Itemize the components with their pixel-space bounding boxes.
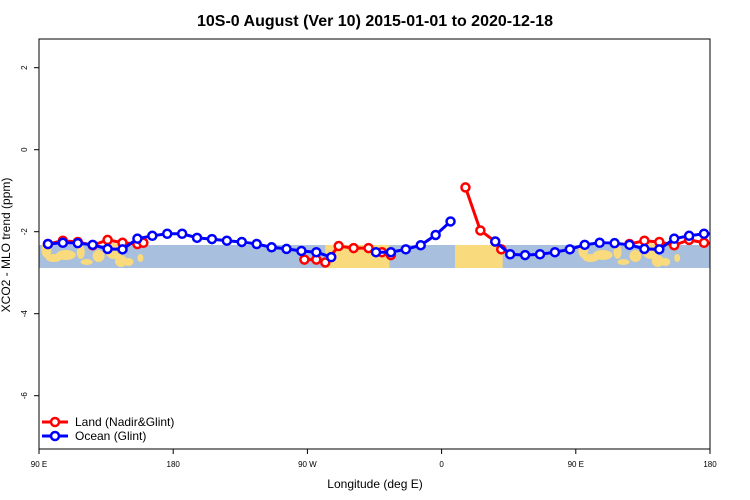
series-1-point-1-4 bbox=[430, 229, 441, 241]
series-1-point-0-10 bbox=[191, 232, 203, 244]
series-1-point-0-4 bbox=[102, 243, 113, 255]
y-tick-label-2: -2 bbox=[20, 228, 29, 236]
series-1-point-2-11 bbox=[654, 244, 665, 255]
series-1-point-0-18 bbox=[311, 246, 322, 258]
series-1-point-2-4 bbox=[549, 246, 561, 258]
series-0-point-1-0 bbox=[299, 254, 310, 265]
legend: Land (Nadir&Glint)Ocean (Glint) bbox=[42, 415, 174, 443]
land-africa bbox=[455, 245, 503, 268]
x-tick-label-3: 0 bbox=[439, 460, 444, 469]
series-1-point-2-10 bbox=[639, 243, 650, 255]
series-1-point-2-8 bbox=[609, 237, 620, 249]
series-1-point-0-12 bbox=[221, 235, 233, 246]
x-tick-label-0: 90 E bbox=[31, 460, 47, 469]
series-1-point-2-3 bbox=[534, 249, 546, 260]
series-1-point-0-9 bbox=[176, 228, 188, 239]
series-1-point-2-1 bbox=[504, 249, 516, 260]
series-1-point-0-2 bbox=[72, 237, 84, 249]
chart-title: 10S-0 August (Ver 10) 2015-01-01 to 2020… bbox=[197, 13, 553, 30]
y-axis-label: XCO2 - MLO trend (ppm) bbox=[0, 178, 13, 313]
series-layer bbox=[42, 182, 750, 268]
series-0-point-3-7 bbox=[721, 239, 729, 247]
x-tick-label-2: 90 W bbox=[298, 460, 317, 469]
series-1-point-2-6 bbox=[579, 239, 590, 251]
series-1-point-1-0 bbox=[370, 246, 382, 258]
x-tick-label-5: 180 bbox=[703, 460, 717, 469]
series-0-point-3-5 bbox=[698, 237, 710, 249]
series-1-point-2-0 bbox=[490, 236, 501, 247]
series-1-point-2-15 bbox=[715, 230, 723, 238]
x-tick-label-4: 90 E bbox=[568, 460, 584, 469]
series-1-point-1-3 bbox=[415, 239, 426, 251]
series-1-point-0-3 bbox=[87, 239, 98, 251]
series-1-point-2-16 bbox=[730, 234, 738, 242]
series-0-point-3-6 bbox=[715, 240, 723, 248]
legend-marker-1 bbox=[49, 430, 61, 442]
land-maritime-continent-2 bbox=[578, 242, 681, 267]
series-1-point-2-14 bbox=[698, 228, 710, 239]
series-0-point-0-4 bbox=[102, 234, 113, 246]
x-tick-label-1: 180 bbox=[167, 460, 181, 469]
series-1-point-2-2 bbox=[519, 249, 531, 261]
y-tick-label-4: -6 bbox=[20, 392, 29, 400]
series-0-point-1-5 bbox=[363, 242, 374, 254]
series-1-point-0-6 bbox=[132, 233, 143, 244]
series-1-point-2-5 bbox=[564, 244, 576, 255]
x-axis-label: Longitude (deg E) bbox=[327, 477, 422, 491]
series-1-point-0-8 bbox=[161, 228, 173, 239]
y-tick-label-1: 0 bbox=[20, 147, 29, 152]
series-0-point-2-1 bbox=[475, 225, 486, 236]
series-0-point-1-3 bbox=[333, 240, 344, 252]
series-1 bbox=[42, 216, 750, 263]
series-1-point-2-7 bbox=[594, 237, 605, 249]
series-1-point-0-11 bbox=[206, 233, 218, 245]
series-1-point-2-9 bbox=[624, 239, 635, 251]
series-1-point-0-7 bbox=[147, 230, 158, 242]
series-1-point-1-1 bbox=[385, 246, 397, 258]
y-axis: 2 0 -2 -4 -6 bbox=[20, 65, 39, 399]
series-1-point-0-15 bbox=[266, 242, 277, 253]
series-1-point-2-17 bbox=[745, 235, 750, 243]
series-1-point-0-1 bbox=[57, 237, 69, 249]
legend-marker-0 bbox=[49, 416, 61, 428]
series-0-point-3-1 bbox=[639, 235, 650, 246]
x-axis: 90 E 180 90 W 0 90 E 180 bbox=[31, 449, 717, 469]
series-1-point-2-13 bbox=[683, 230, 695, 242]
legend-label-0: Land (Nadir&Glint) bbox=[75, 415, 174, 429]
series-0-point-1-4 bbox=[348, 242, 359, 254]
y-tick-label-0: 2 bbox=[20, 65, 29, 70]
series-1-point-0-5 bbox=[117, 244, 128, 255]
plot-frame bbox=[38, 38, 711, 450]
series-1-point-0-19 bbox=[326, 251, 337, 263]
series-1-point-0-13 bbox=[236, 236, 248, 248]
series-1-point-1-5 bbox=[445, 216, 456, 227]
legend-label-1: Ocean (Glint) bbox=[75, 429, 146, 443]
series-1-point-0-0 bbox=[42, 238, 54, 250]
series-1-point-1-2 bbox=[400, 244, 412, 255]
series-1-point-0-17 bbox=[296, 245, 307, 257]
series-1-point-0-14 bbox=[251, 238, 262, 250]
series-1-point-0-16 bbox=[281, 243, 292, 255]
y-tick-label-3: -4 bbox=[20, 310, 29, 318]
series-1-point-2-12 bbox=[668, 233, 680, 244]
series-0-point-2-0 bbox=[460, 182, 471, 193]
